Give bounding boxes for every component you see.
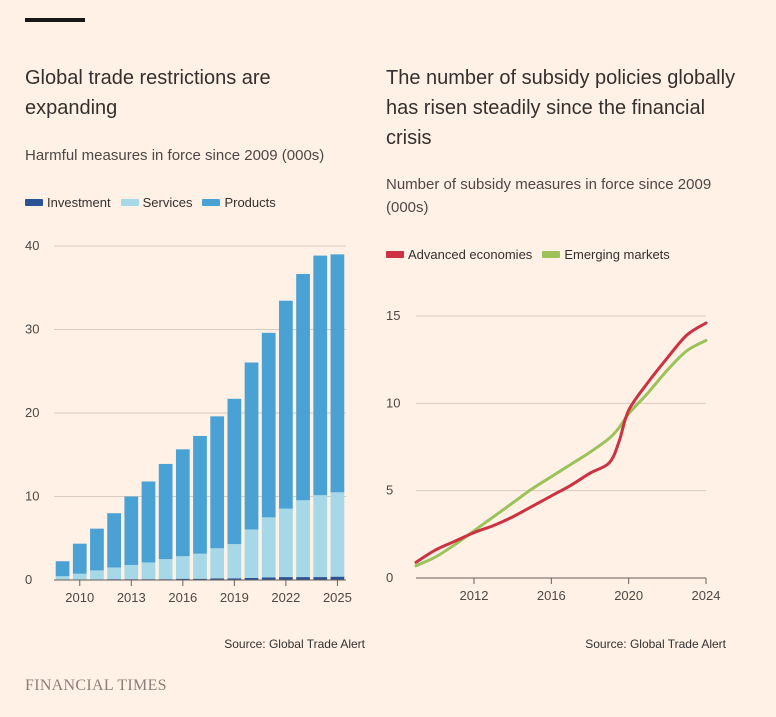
bar-services-2023 [296,500,310,578]
left-legend: Investment Services Products [25,195,276,210]
bar-services-2017 [193,553,207,579]
series-line-emerging-markets [414,338,708,568]
bar-products-2019 [227,398,242,545]
y-tick-label: 15 [386,308,400,323]
bar-products-2013 [124,496,139,565]
bar-services-2010 [72,573,87,580]
x-tick-label: 2012 [460,588,489,603]
bar-products-2011 [90,528,104,571]
bar-investment-2019 [227,578,242,580]
x-tick-label: 2019 [220,590,249,605]
left-chart-title: Global trade restrictions are expanding [25,67,271,119]
x-tick-label: 2016 [537,588,566,603]
series-line-advanced-economies [414,321,708,564]
bar-investment-2022 [279,577,293,580]
bar-investment-2016 [175,578,190,580]
left-source: Source: Global Trade Alert [224,637,365,651]
bar-services-2025 [330,492,345,577]
legend-swatch-advanced-economies [386,251,404,258]
stacked-bar-chart: 0 10 20 30 40 2010 2013 2016 2019 2022 2025 [25,238,352,605]
legend-item-services: Services [120,195,193,210]
right-chart-subtitle: Number of subsidy measures in force sinc… [386,176,712,216]
y-tick-label: 0 [386,570,393,585]
y-tick-label: 5 [386,483,393,498]
legend-item-products: Products [202,195,276,210]
right-chart-title: The number of subsidy policies globally … [386,67,736,149]
right-source: Source: Global Trade Alert [585,637,726,651]
x-tick-label: 2016 [168,590,197,605]
x-tick-label: 2022 [271,590,300,605]
line-chart: 0 5 10 15 2012 2016 2020 2024 [386,308,721,603]
legend-label-investment: Investment [47,195,111,210]
x-tick-label: 2025 [323,590,352,605]
bar-services-2024 [313,495,328,578]
bar-services-2016 [175,556,190,579]
bar-products-2021 [261,332,276,518]
bar-investment-2018 [210,578,225,580]
y-tick-label: 10 [25,489,39,504]
legend-label-advanced-economies: Advanced economies [408,247,533,262]
legend-item-investment: Investment [25,195,111,210]
bar-services-2011 [90,570,104,580]
y-tick-label: 0 [25,572,32,587]
bar-products-2010 [72,543,87,574]
bar-investment-2021 [261,577,276,580]
trade-restrictions-panel: Global trade restrictions are expanding … [0,0,370,717]
y-tick-label: 10 [386,395,400,410]
ft-brand-logo: FINANCIAL TIMES [25,677,167,694]
x-tick-label: 2013 [117,590,146,605]
x-tick-label: 2010 [65,590,94,605]
bar-products-2018 [210,416,225,549]
y-tick-label: 20 [25,405,39,420]
bar-products-2015 [158,463,173,560]
bar-investment-2017 [193,578,207,580]
right-legend: Advanced economies Emerging markets [386,247,670,262]
x-tick-label: 2020 [614,588,643,603]
bar-services-2019 [227,544,242,579]
bar-investment-2020 [244,577,259,580]
legend-item-advanced-economies: Advanced economies [386,247,532,262]
bar-services-2012 [107,567,121,580]
legend-label-services: Services [142,195,193,210]
ft-topbar [25,18,85,22]
legend-swatch-investment [25,199,43,206]
bar-services-2021 [261,517,276,578]
bar-products-2009 [55,561,70,577]
bar-services-2022 [279,508,293,578]
bar-services-2013 [124,564,139,580]
legend-swatch-emerging-markets [542,251,561,258]
bar-products-2012 [107,513,121,568]
legend-item-emerging-markets: Emerging markets [542,247,670,262]
bar-products-2017 [193,435,207,554]
bar-products-2022 [279,300,293,509]
bar-investment-2025 [330,576,345,580]
bar-products-2024 [313,255,328,496]
subsidy-policies-panel: The number of subsidy policies globally … [370,0,776,717]
legend-label-emerging-markets: Emerging markets [564,247,670,262]
bar-services-2020 [244,529,259,578]
left-chart-subtitle: Harmful measures in force since 2009 (00… [25,147,325,164]
bar-services-2014 [141,562,156,580]
legend-swatch-products [202,199,221,206]
y-tick-label: 30 [25,322,39,337]
legend-swatch-services [120,199,139,206]
bar-investment-2024 [313,577,328,580]
bar-services-2018 [210,548,225,579]
x-tick-label: 2024 [692,588,721,603]
bar-products-2023 [296,273,310,501]
bar-services-2009 [55,576,70,580]
bar-products-2020 [244,362,259,530]
bar-investment-2023 [296,577,310,580]
legend-label-products: Products [224,195,276,210]
bar-products-2014 [141,481,156,563]
bar-products-2025 [330,254,345,493]
bar-products-2016 [175,449,190,557]
y-tick-label: 40 [25,238,39,253]
bar-services-2015 [158,559,173,580]
